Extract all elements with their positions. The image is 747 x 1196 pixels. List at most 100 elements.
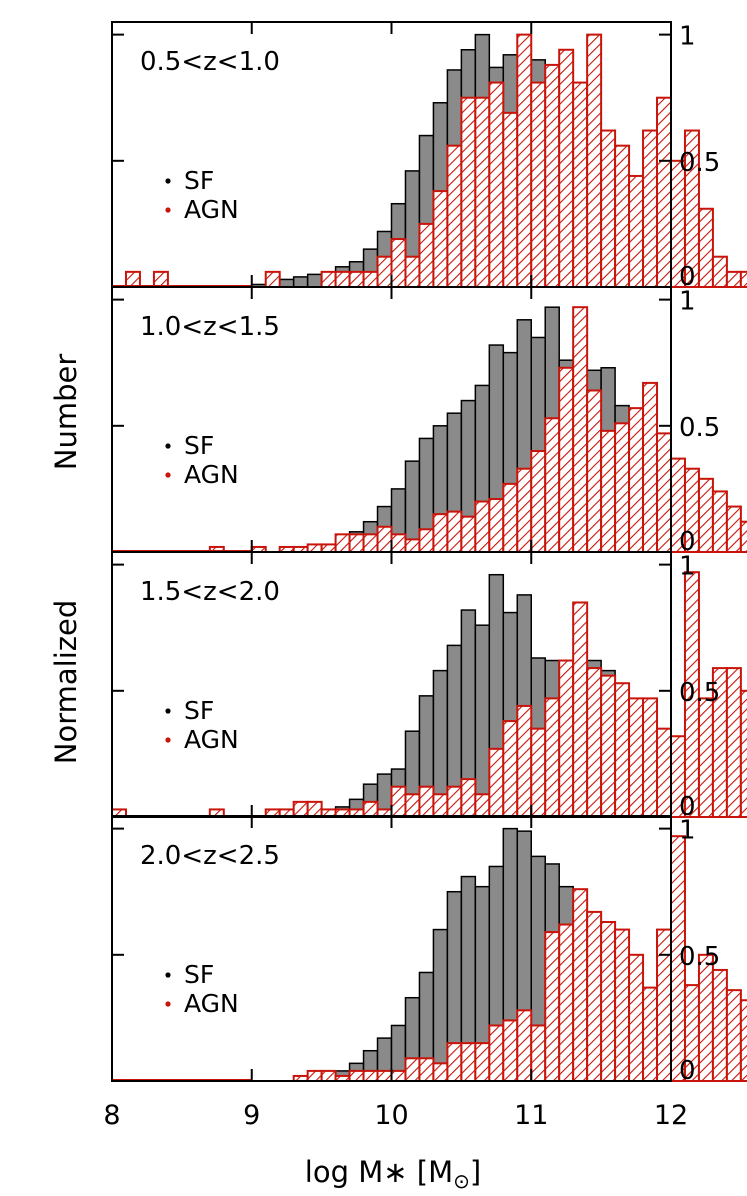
y-tick-label: 1 <box>679 22 696 52</box>
agn-bar <box>656 96 673 289</box>
legend-dot-sf <box>165 708 171 714</box>
y-tick-label: 0.5 <box>679 413 720 443</box>
agn-bar <box>306 1069 323 1083</box>
agn-bar <box>642 986 659 1082</box>
agn-bar <box>432 1062 449 1083</box>
agn-bar <box>460 1042 477 1082</box>
agn-bar <box>376 1069 393 1083</box>
y-tick-label: 0 <box>679 1056 696 1086</box>
agn-bar <box>474 1042 491 1082</box>
agn-bar <box>488 498 505 553</box>
agn-bar <box>474 500 491 553</box>
agn-bar <box>460 515 477 554</box>
agn-bar <box>306 800 323 818</box>
x-axis: 8 9 10 11 12 <box>103 1100 688 1131</box>
agn-bar <box>558 659 575 818</box>
agn-bar <box>572 81 589 288</box>
y-tick-label: 0.5 <box>679 148 720 178</box>
agn-bar <box>446 1042 463 1082</box>
agn-bar <box>460 96 477 289</box>
agn-bar <box>418 1057 435 1083</box>
agn-bar <box>614 928 631 1082</box>
y-axis-label-number: Number <box>49 354 83 471</box>
agn-bar <box>739 999 747 1082</box>
legend-label-agn: AGN <box>184 725 239 754</box>
agn-bar <box>572 306 589 554</box>
agn-bar <box>544 63 561 289</box>
agn-bar <box>502 111 519 288</box>
legend-label-agn: AGN <box>184 460 239 489</box>
agn-bar <box>530 727 547 819</box>
agn-bar <box>446 144 463 288</box>
y-axis-label-normalized: Normalized <box>49 600 83 764</box>
legend-dot-agn <box>165 207 171 213</box>
agn-bar <box>474 793 491 818</box>
agn-bar <box>628 697 645 819</box>
agn-bar <box>488 81 505 288</box>
agn-bar <box>432 793 449 818</box>
agn-bar <box>376 255 393 289</box>
agn-bar <box>628 953 645 1082</box>
x-tick-label: 10 <box>374 1100 408 1131</box>
agn-bar <box>697 207 714 288</box>
agn-bar <box>502 1019 519 1083</box>
sf-bar <box>432 928 449 1082</box>
agn-bar <box>460 778 477 819</box>
y-tick-label: 1 <box>679 287 696 317</box>
agn-bar <box>320 543 337 554</box>
y-tick-label: 0 <box>679 262 696 292</box>
x-axis-label-unit: ⊙ <box>453 1169 470 1193</box>
agn-bar <box>656 432 673 553</box>
agn-bar <box>600 429 617 554</box>
sf-bar <box>474 624 491 818</box>
agn-bar <box>292 800 309 818</box>
y-tick-label: 0.5 <box>679 678 720 708</box>
legend-label-agn: AGN <box>184 989 239 1018</box>
agn-bar <box>124 270 141 289</box>
agn-bar <box>348 1069 365 1083</box>
agn-bar <box>334 270 351 289</box>
legend-dot-sf <box>165 972 171 978</box>
agn-bar <box>362 533 379 553</box>
agn-bar <box>711 255 728 289</box>
legend-dot-sf <box>165 178 171 184</box>
agn-bar <box>725 667 742 818</box>
agn-bar <box>586 667 603 818</box>
agn-bar <box>614 422 631 553</box>
agn-bar <box>320 270 337 289</box>
agn-bar <box>390 238 407 289</box>
agn-bar <box>362 800 379 818</box>
agn-bar <box>725 270 742 289</box>
agn-bar <box>404 538 421 554</box>
agn-bar <box>544 931 561 1082</box>
agn-bar <box>642 697 659 819</box>
agn-bar <box>558 923 575 1082</box>
agn-bar <box>739 270 747 289</box>
agn-bar <box>152 270 169 289</box>
agn-bar <box>390 1069 407 1083</box>
agn-bar <box>614 682 631 818</box>
panel-redshift-label: 0.5<z<1.0 <box>140 47 280 77</box>
legend-label-sf: SF <box>184 960 214 989</box>
agn-bar <box>572 888 589 1083</box>
x-tick-label: 12 <box>654 1100 688 1131</box>
agn-bar <box>516 1009 533 1082</box>
agn-bar <box>446 785 463 819</box>
legend-dot-agn <box>165 1001 171 1007</box>
agn-bar <box>697 697 714 819</box>
agn-bar <box>516 704 533 819</box>
agn-bar <box>432 513 449 554</box>
agn-bar <box>586 910 603 1083</box>
y-tick-label: 0 <box>679 527 696 557</box>
agn-bar <box>544 697 561 819</box>
agn-bar <box>725 505 742 554</box>
agn-bar <box>642 381 659 553</box>
agn-bar <box>404 1057 421 1083</box>
agn-bar <box>348 270 365 289</box>
legend-dot-agn <box>165 472 171 478</box>
agn-bar <box>600 129 617 288</box>
agn-bar <box>530 81 547 288</box>
panel-redshift-label: 1.0<z<1.5 <box>140 312 280 342</box>
